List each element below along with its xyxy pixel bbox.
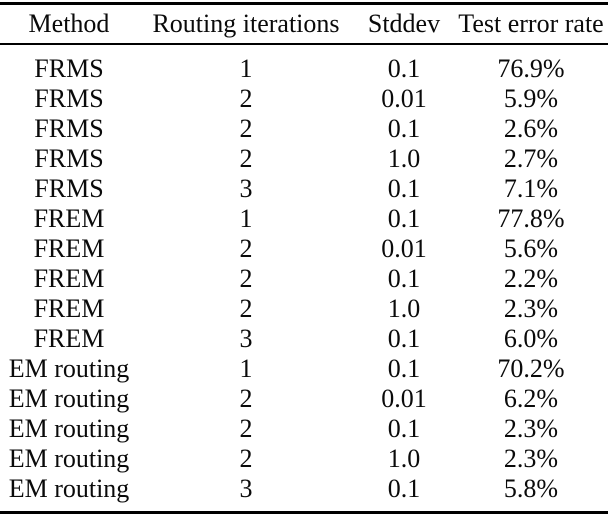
cell-stddev: 0.01 — [381, 384, 427, 413]
cell-method: EM routing — [8, 384, 130, 413]
cell-stddev: 0.1 — [387, 54, 421, 83]
column-header-routing-iterations: Routing iterations — [138, 3, 354, 45]
cell-test-error-rate: 77.8% — [497, 204, 565, 233]
cell-test-error-rate: 5.8% — [503, 474, 559, 503]
cell-routing-iterations: 2 — [239, 144, 253, 173]
cell-method: EM routing — [8, 444, 130, 473]
cell-stddev: 0.1 — [387, 474, 421, 503]
table-row: FRMS 1 0.1 76.9% — [0, 44, 608, 84]
table-row: EM routing 1 0.1 70.2% — [0, 354, 608, 384]
cell-test-error-rate: 2.3% — [503, 444, 559, 473]
column-header-method: Method — [0, 3, 138, 45]
cell-stddev: 0.1 — [387, 114, 421, 143]
cell-routing-iterations: 1 — [239, 354, 253, 383]
cell-test-error-rate: 5.6% — [503, 234, 559, 263]
cell-test-error-rate: 76.9% — [497, 54, 565, 83]
table-row: EM routing 2 1.0 2.3% — [0, 444, 608, 474]
cell-stddev: 1.0 — [387, 294, 421, 323]
cell-test-error-rate: 2.6% — [503, 114, 559, 143]
results-table-body: FRMS 1 0.1 76.9% FRMS 2 0.01 5.9% FRMS 2 0.1 2.6% FR… — [0, 44, 608, 513]
cell-method: FREM — [33, 204, 105, 233]
table-row: FRMS 3 0.1 7.1% — [0, 174, 608, 204]
cell-method: FRMS — [34, 144, 104, 173]
cell-test-error-rate: 6.0% — [503, 324, 559, 353]
cell-test-error-rate: 6.2% — [503, 384, 559, 413]
cell-method: FREM — [33, 324, 105, 353]
cell-method: FRMS — [34, 174, 104, 203]
cell-method: FREM — [33, 264, 105, 293]
table-row: FREM 3 0.1 6.0% — [0, 324, 608, 354]
cell-routing-iterations: 2 — [239, 294, 253, 323]
cell-routing-iterations: 3 — [239, 474, 253, 503]
cell-stddev: 0.01 — [381, 234, 427, 263]
header-row: Method Routing iterations Stddev Test er… — [0, 3, 608, 45]
cell-stddev: 0.1 — [387, 174, 421, 203]
cell-test-error-rate: 2.2% — [503, 264, 559, 293]
cell-routing-iterations: 1 — [239, 204, 253, 233]
table-row: FRMS 2 0.01 5.9% — [0, 84, 608, 114]
cell-routing-iterations: 3 — [239, 174, 253, 203]
column-header-stddev: Stddev — [354, 3, 454, 45]
cell-method: EM routing — [8, 354, 130, 383]
cell-test-error-rate: 70.2% — [497, 354, 565, 383]
table-row: EM routing 3 0.1 5.8% — [0, 474, 608, 513]
cell-stddev: 0.1 — [387, 264, 421, 293]
cell-stddev: 0.1 — [387, 354, 421, 383]
cell-stddev: 0.1 — [387, 324, 421, 353]
cell-method: FRMS — [34, 114, 104, 143]
cell-test-error-rate: 2.7% — [503, 144, 559, 173]
table-row: FREM 2 0.1 2.2% — [0, 264, 608, 294]
column-header-test-error-rate: Test error rate — [454, 3, 608, 45]
cell-test-error-rate: 7.1% — [503, 174, 559, 203]
cell-routing-iterations: 2 — [239, 444, 253, 473]
cell-routing-iterations: 3 — [239, 324, 253, 353]
cell-routing-iterations: 2 — [239, 264, 253, 293]
table-row: FREM 2 0.01 5.6% — [0, 234, 608, 264]
cell-routing-iterations: 2 — [239, 114, 253, 143]
cell-method: EM routing — [8, 414, 130, 443]
cell-test-error-rate: 2.3% — [503, 294, 559, 323]
results-table-header: Method Routing iterations Stddev Test er… — [0, 3, 608, 45]
table-row: FRMS 2 1.0 2.7% — [0, 144, 608, 174]
table-row: EM routing 2 0.01 6.2% — [0, 384, 608, 414]
cell-stddev: 1.0 — [387, 444, 421, 473]
cell-method: FREM — [33, 234, 105, 263]
cell-routing-iterations: 2 — [239, 234, 253, 263]
cell-routing-iterations: 2 — [239, 84, 253, 113]
cell-test-error-rate: 2.3% — [503, 414, 559, 443]
cell-method: FREM — [33, 294, 105, 323]
cell-routing-iterations: 2 — [239, 384, 253, 413]
cell-test-error-rate: 5.9% — [503, 84, 559, 113]
cell-method: FRMS — [34, 84, 104, 113]
cell-routing-iterations: 1 — [239, 54, 253, 83]
table-row: FREM 1 0.1 77.8% — [0, 204, 608, 234]
cell-stddev: 1.0 — [387, 144, 421, 173]
cell-stddev: 0.01 — [381, 84, 427, 113]
table-row: EM routing 2 0.1 2.3% — [0, 414, 608, 444]
cell-method: EM routing — [8, 474, 130, 503]
table-row: FRMS 2 0.1 2.6% — [0, 114, 608, 144]
cell-stddev: 0.1 — [387, 414, 421, 443]
cell-routing-iterations: 2 — [239, 414, 253, 443]
table-row: FREM 2 1.0 2.3% — [0, 294, 608, 324]
cell-method: FRMS — [34, 54, 104, 83]
cell-stddev: 0.1 — [387, 204, 421, 233]
